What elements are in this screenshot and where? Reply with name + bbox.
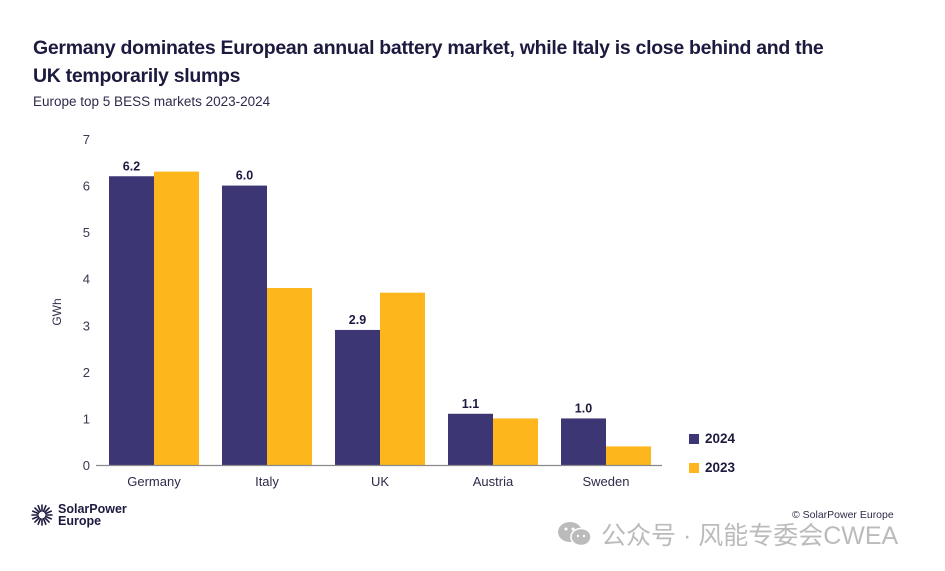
data-label: 6.0: [236, 169, 253, 183]
bar-uk-2023: [380, 292, 425, 465]
legend-label: 2024: [705, 431, 736, 446]
x-category-label: UK: [371, 474, 389, 489]
solarpower-europe-logo: SolarPower Europe: [31, 503, 127, 527]
y-tick-label: 0: [83, 458, 90, 473]
y-tick-label: 7: [83, 132, 90, 147]
data-label: 2.9: [349, 313, 366, 327]
y-axis-label: GWh: [50, 298, 64, 325]
bar-italy-2024: [222, 185, 267, 466]
chart-title: Germany dominates European annual batter…: [33, 37, 824, 87]
bar-sweden-2024: [561, 418, 606, 465]
wechat-icon: [558, 522, 592, 547]
watermark-text: 公众号 · 风能专委会CWEA: [601, 522, 899, 550]
legend: 2024 2023: [689, 424, 735, 482]
bar-sweden-2023: [606, 446, 651, 465]
y-tick-label: 5: [83, 225, 90, 240]
logo-line-2: Europe: [58, 514, 102, 528]
y-tick-label: 4: [83, 272, 90, 287]
bar-germany-2023: [154, 171, 199, 465]
y-tick-label: 3: [83, 318, 90, 333]
data-label: 6.2: [123, 159, 140, 173]
bar-italy-2023: [267, 288, 312, 465]
chart-subtitle: Europe top 5 BESS markets 2023-2024: [33, 94, 271, 109]
bar-uk-2024: [335, 329, 380, 465]
data-label: 1.0: [575, 401, 592, 415]
x-category-label: Austria: [473, 474, 514, 489]
watermark: 公众号 · 风能专委会CWEA: [557, 516, 898, 552]
y-tick-label: 1: [83, 411, 90, 426]
sun-burst-icon: [31, 504, 53, 526]
bar-austria-2023: [493, 418, 538, 465]
bar-austria-2024: [448, 413, 493, 465]
bars: 6.2 6.0 2.9 1.1 1.0: [109, 159, 651, 466]
legend-item-2023: 2023: [689, 453, 735, 482]
legend-item-2024: 2024: [689, 424, 735, 453]
bar-germany-2024: [109, 176, 154, 465]
x-category-label: Germany: [127, 474, 181, 489]
x-category-label: Sweden: [583, 474, 630, 489]
logo-line-1: SolarPower: [58, 502, 127, 516]
x-axis-categories: Germany Italy UK Austria Sweden: [127, 474, 629, 489]
legend-label: 2023: [705, 460, 736, 475]
y-tick-label: 2: [83, 365, 90, 380]
data-label: 1.1: [462, 397, 479, 411]
legend-swatch-2024: [689, 433, 699, 444]
y-axis-ticks: 0 1 2 3 4 5 6 7: [83, 132, 90, 473]
copyright-credit: © SolarPower Europe: [792, 509, 894, 521]
legend-swatch-2023: [689, 462, 699, 473]
x-category-label: Italy: [255, 474, 279, 489]
y-tick-label: 6: [83, 179, 90, 194]
